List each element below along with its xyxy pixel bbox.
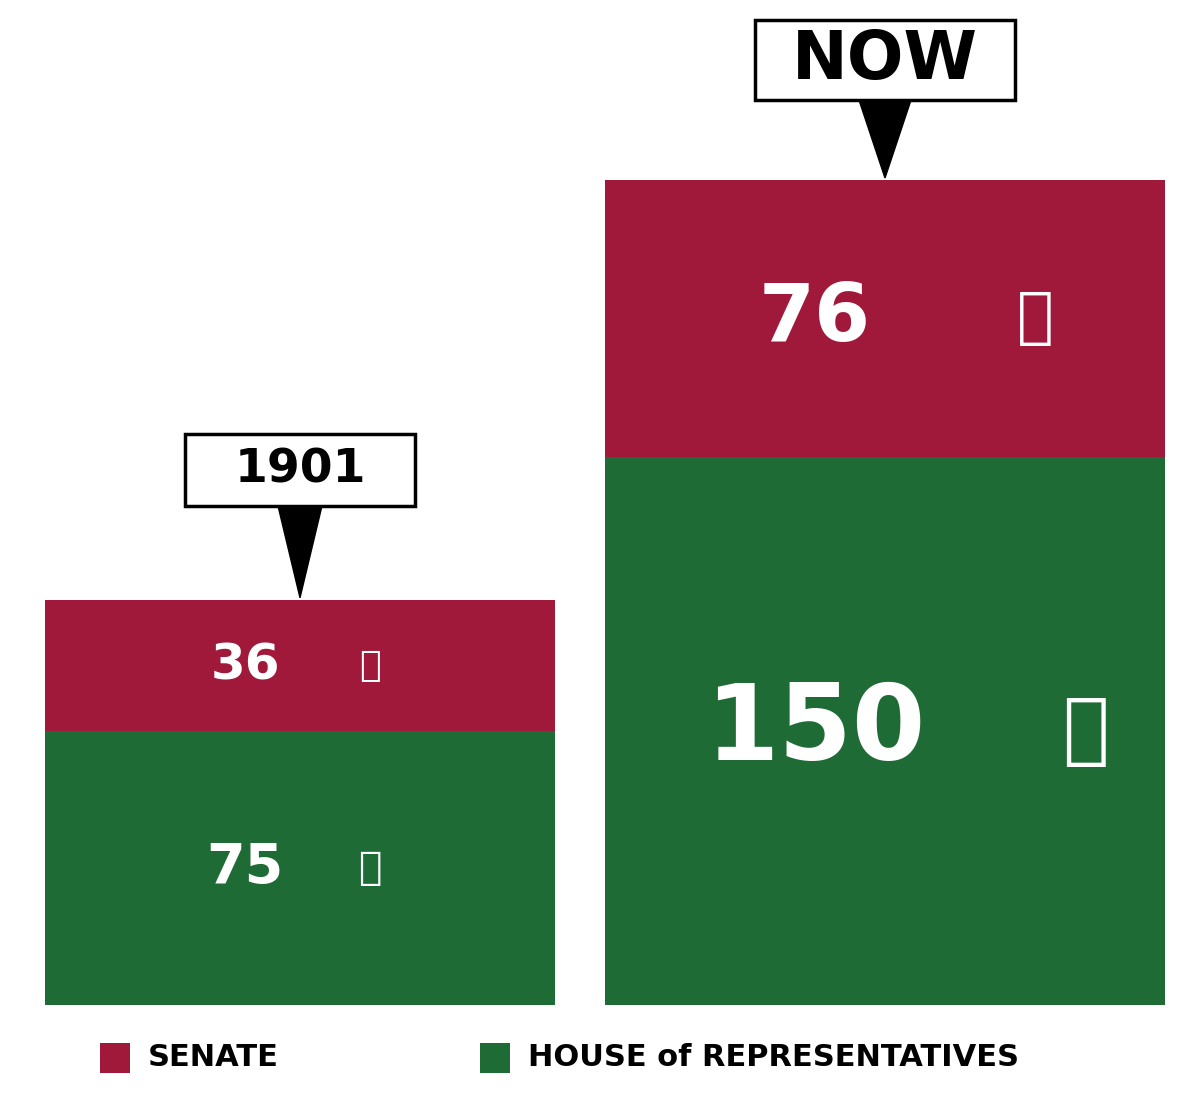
Bar <box>46 732 554 1005</box>
Bar <box>46 600 554 732</box>
Text: NOW: NOW <box>792 28 978 94</box>
Text: 👤: 👤 <box>359 649 380 682</box>
Bar <box>185 433 415 506</box>
Text: 76: 76 <box>758 279 871 358</box>
Bar <box>605 180 1165 458</box>
Text: 1901: 1901 <box>234 448 366 493</box>
Bar <box>480 1043 510 1072</box>
Bar <box>605 458 1165 1005</box>
Bar <box>100 1043 130 1072</box>
Text: SENATE: SENATE <box>148 1044 278 1072</box>
Text: 👤: 👤 <box>359 849 382 887</box>
Text: 75: 75 <box>206 842 283 895</box>
Text: 👤: 👤 <box>1062 693 1109 769</box>
Polygon shape <box>278 506 322 597</box>
Text: 150: 150 <box>704 680 925 782</box>
Text: 36: 36 <box>210 641 280 690</box>
Text: HOUSE of REPRESENTATIVES: HOUSE of REPRESENTATIVES <box>528 1044 1019 1072</box>
Bar <box>755 20 1015 100</box>
Polygon shape <box>859 100 911 178</box>
Text: 👤: 👤 <box>1016 289 1054 349</box>
